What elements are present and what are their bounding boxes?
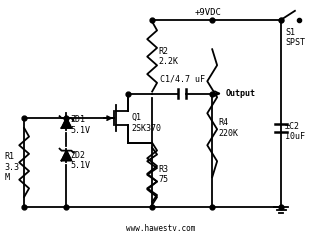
Text: ±C2
10uF: ±C2 10uF [285, 122, 305, 141]
Text: R3
75: R3 75 [158, 165, 168, 184]
Text: Q1
2SK370: Q1 2SK370 [131, 113, 161, 133]
Text: S1
SPST: S1 SPST [285, 27, 305, 47]
Polygon shape [62, 151, 71, 161]
Text: www.hawestv.com: www.hawestv.com [126, 224, 196, 234]
Text: Output: Output [226, 89, 256, 98]
Text: C1/4.7 uF: C1/4.7 uF [160, 75, 205, 84]
Text: R4
220K: R4 220K [218, 118, 238, 138]
Text: ZD2
5.1V: ZD2 5.1V [71, 151, 90, 170]
Text: +9VDC: +9VDC [194, 8, 221, 17]
Text: R1
3.3
M: R1 3.3 M [5, 153, 19, 182]
Polygon shape [62, 118, 71, 128]
Text: ZD1
5.1V: ZD1 5.1V [71, 115, 90, 135]
Text: R2
2.2K: R2 2.2K [158, 47, 178, 66]
